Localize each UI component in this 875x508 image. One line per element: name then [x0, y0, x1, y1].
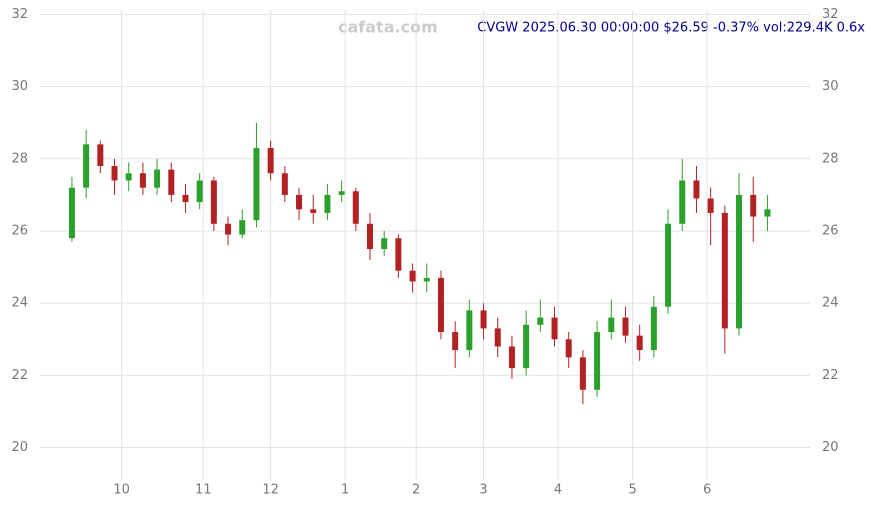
candle-body [267, 147, 274, 174]
candle-body [437, 277, 444, 333]
candle-body [693, 180, 700, 199]
candle-body [622, 317, 629, 336]
candle-body [466, 310, 473, 351]
candle-body [579, 357, 586, 390]
candle-body [409, 270, 416, 282]
y2-tick-label: 28 [822, 151, 839, 166]
candle-body [225, 223, 232, 235]
y-tick-label: 20 [11, 440, 28, 455]
candle-body [480, 310, 487, 329]
candle-body [210, 180, 217, 224]
candle-body [551, 317, 558, 340]
x-tick-label: 1 [341, 483, 349, 498]
candle-body [68, 187, 75, 239]
candle-body [111, 166, 118, 181]
candle-body [395, 238, 402, 271]
candle-body [338, 191, 345, 195]
candle-body [253, 147, 260, 221]
y2-tick-label: 30 [822, 79, 839, 94]
y2-tick-label: 24 [822, 296, 839, 311]
candle-body [721, 212, 728, 329]
y-tick-label: 30 [11, 79, 28, 94]
candle-body [97, 144, 104, 167]
candle-body [452, 332, 459, 351]
candle-body [196, 180, 203, 203]
y-tick-label: 24 [11, 296, 28, 311]
candle-body [750, 194, 757, 217]
candle-body [679, 180, 686, 224]
candle-body [665, 223, 672, 307]
candle-body [423, 277, 430, 282]
x-tick-label: 12 [262, 483, 279, 498]
candle-body [707, 198, 714, 213]
candle-body [324, 194, 331, 213]
candle-body [650, 306, 657, 351]
candle-body [139, 173, 146, 188]
x-tick-label: 6 [703, 483, 711, 498]
y2-tick-label: 22 [822, 368, 839, 383]
candle-body [494, 328, 501, 347]
candle-body [636, 335, 643, 351]
x-tick-label: 11 [195, 483, 212, 498]
x-tick-label: 3 [479, 483, 487, 498]
candle-body [296, 194, 303, 210]
candle-body [83, 144, 90, 188]
candle-body [168, 169, 175, 195]
x-tick-label: 10 [113, 483, 130, 498]
candle-body [565, 339, 572, 358]
candle-body [537, 317, 544, 325]
candle-body [154, 169, 161, 188]
candle-body [608, 317, 615, 333]
y-tick-label: 32 [11, 7, 28, 22]
candle-body [125, 173, 132, 181]
candle-body [523, 324, 530, 369]
y-tick-label: 26 [11, 223, 28, 238]
candle-body [239, 220, 246, 235]
x-tick-label: 4 [554, 483, 562, 498]
x-tick-label: 5 [628, 483, 636, 498]
candle-body [594, 332, 601, 390]
candle-body [182, 194, 189, 203]
y2-tick-label: 32 [822, 7, 839, 22]
candle-body [508, 346, 515, 369]
candle-body [310, 209, 317, 213]
y2-tick-label: 20 [822, 440, 839, 455]
candle-body [764, 209, 771, 217]
y2-tick-label: 26 [822, 223, 839, 238]
y-tick-label: 22 [11, 368, 28, 383]
candle-body [367, 223, 373, 250]
candle-body [352, 191, 359, 224]
candle-body [381, 238, 388, 250]
candle-body [736, 194, 743, 329]
y-tick-label: 28 [11, 151, 28, 166]
x-tick-label: 2 [412, 483, 420, 498]
candle-body [281, 173, 288, 195]
chart-title: CVGW 2025.06.30 00:00:00 $26.59 -0.37% v… [477, 21, 865, 36]
watermark: cafata.com [338, 18, 438, 37]
